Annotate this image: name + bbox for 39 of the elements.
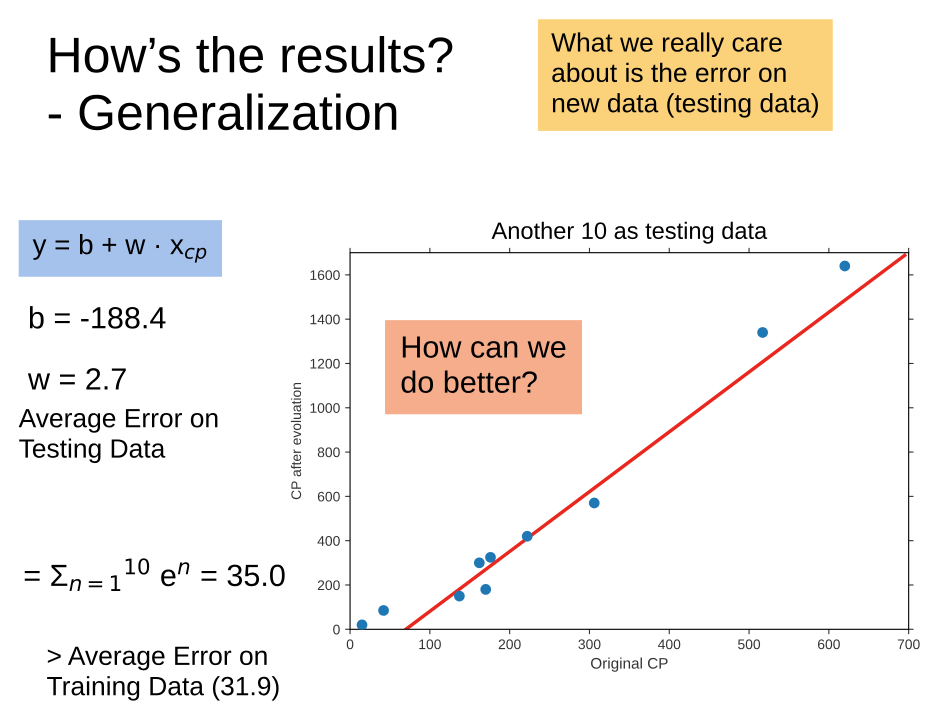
y-tick-label: 0 <box>333 624 340 634</box>
x-tick-label: 200 <box>498 639 521 650</box>
x-tick-label: 400 <box>658 639 680 650</box>
y-tick-label: 1600 <box>310 270 340 280</box>
y-tick-label: 600 <box>318 492 340 502</box>
point <box>485 552 496 563</box>
point <box>378 605 389 616</box>
text: > Average Error on Training Data (31.9) <box>47 646 279 701</box>
text: b = -188.4 <box>30 306 166 329</box>
x-tick-label: 600 <box>818 639 840 650</box>
x-axis-title: Original CP <box>591 658 668 672</box>
y-tick-label: 400 <box>317 536 340 546</box>
text: What we really care about is the error on new data (testing data) <box>551 32 818 118</box>
point <box>522 530 533 542</box>
text: w = 2.7 <box>28 368 126 390</box>
y-tick-label: 1200 <box>310 358 340 369</box>
y-tick-label: 1400 <box>310 314 340 324</box>
y-tick-label: 1000 <box>310 403 340 413</box>
text: = Σ$_{n=1}$$^{10}$ e$^{n}$ = 35.0 <box>24 558 285 591</box>
x-tick-label: 100 <box>419 639 441 650</box>
x-tick-label: 0 <box>346 639 354 650</box>
x-tick-label: 700 <box>898 639 920 650</box>
y-axis-title: CP after evoluation <box>290 382 302 500</box>
x-tick-label: 300 <box>578 639 600 650</box>
point <box>588 498 600 508</box>
point <box>839 260 850 272</box>
text: How’s the results? - Generalization <box>48 36 452 130</box>
text: y = b + w · x$_{cp}$ <box>32 234 206 263</box>
point <box>480 584 492 595</box>
x-tick-label: 500 <box>738 639 760 650</box>
point <box>474 557 485 568</box>
y-tick-label: 200 <box>318 580 340 590</box>
point <box>757 327 768 338</box>
annotation: How can we do better? <box>402 336 566 393</box>
text: Average Error on Testing Data <box>18 409 218 464</box>
point <box>356 619 368 630</box>
y-tick-label: 800 <box>318 447 340 458</box>
chart-title: Another 10 as testing data <box>492 222 768 244</box>
point <box>454 590 465 602</box>
